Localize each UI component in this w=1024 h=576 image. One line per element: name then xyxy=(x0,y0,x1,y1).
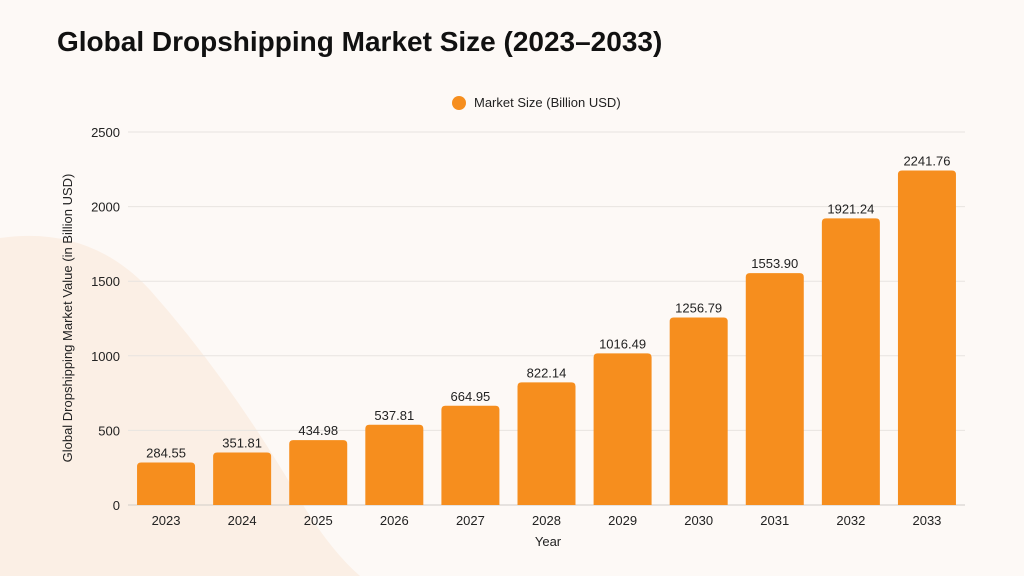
x-tick-label: 2024 xyxy=(228,513,257,528)
data-label: 1553.90 xyxy=(751,256,798,271)
bar xyxy=(821,218,880,505)
bar xyxy=(897,170,956,505)
y-tick-label: 2500 xyxy=(91,125,120,140)
data-label: 664.95 xyxy=(451,389,491,404)
bar xyxy=(213,452,272,505)
x-tick-label: 2025 xyxy=(304,513,333,528)
x-axis-label: Year xyxy=(535,534,562,549)
bar xyxy=(669,317,728,505)
legend-label: Market Size (Billion USD) xyxy=(474,95,621,110)
y-tick-label: 1000 xyxy=(91,349,120,364)
chart-title: Global Dropshipping Market Size (2023–20… xyxy=(57,26,663,57)
bar xyxy=(137,462,196,505)
x-tick-label: 2033 xyxy=(912,513,941,528)
data-label: 434.98 xyxy=(298,423,338,438)
legend-swatch xyxy=(452,95,466,110)
x-tick-label: 2032 xyxy=(836,513,865,528)
data-label: 1921.24 xyxy=(827,201,874,216)
x-tick-label: 2030 xyxy=(684,513,713,528)
x-tick-label: 2023 xyxy=(152,513,181,528)
bar xyxy=(745,273,804,505)
x-tick-label: 2028 xyxy=(532,513,561,528)
y-tick-label: 1500 xyxy=(91,274,120,289)
bar xyxy=(365,424,424,505)
data-label: 1256.79 xyxy=(675,300,722,315)
y-axis-label: Global Dropshipping Market Value (in Bil… xyxy=(60,174,75,463)
bar xyxy=(593,353,652,505)
data-label: 1016.49 xyxy=(599,336,646,351)
data-label: 351.81 xyxy=(222,436,262,451)
legend: Market Size (Billion USD) xyxy=(452,95,621,110)
bar xyxy=(289,440,348,505)
data-label: 2241.76 xyxy=(903,154,950,169)
y-tick-label: 2000 xyxy=(91,200,120,215)
data-label: 822.14 xyxy=(527,365,567,380)
y-tick-label: 0 xyxy=(113,498,120,513)
x-tick-label: 2029 xyxy=(608,513,637,528)
x-tick-label: 2027 xyxy=(456,513,485,528)
bar xyxy=(517,382,576,505)
x-tick-label: 2031 xyxy=(760,513,789,528)
data-label: 537.81 xyxy=(374,408,414,423)
y-tick-label: 500 xyxy=(98,423,120,438)
x-tick-label: 2026 xyxy=(380,513,409,528)
data-label: 284.55 xyxy=(146,446,186,461)
bar xyxy=(441,405,500,505)
